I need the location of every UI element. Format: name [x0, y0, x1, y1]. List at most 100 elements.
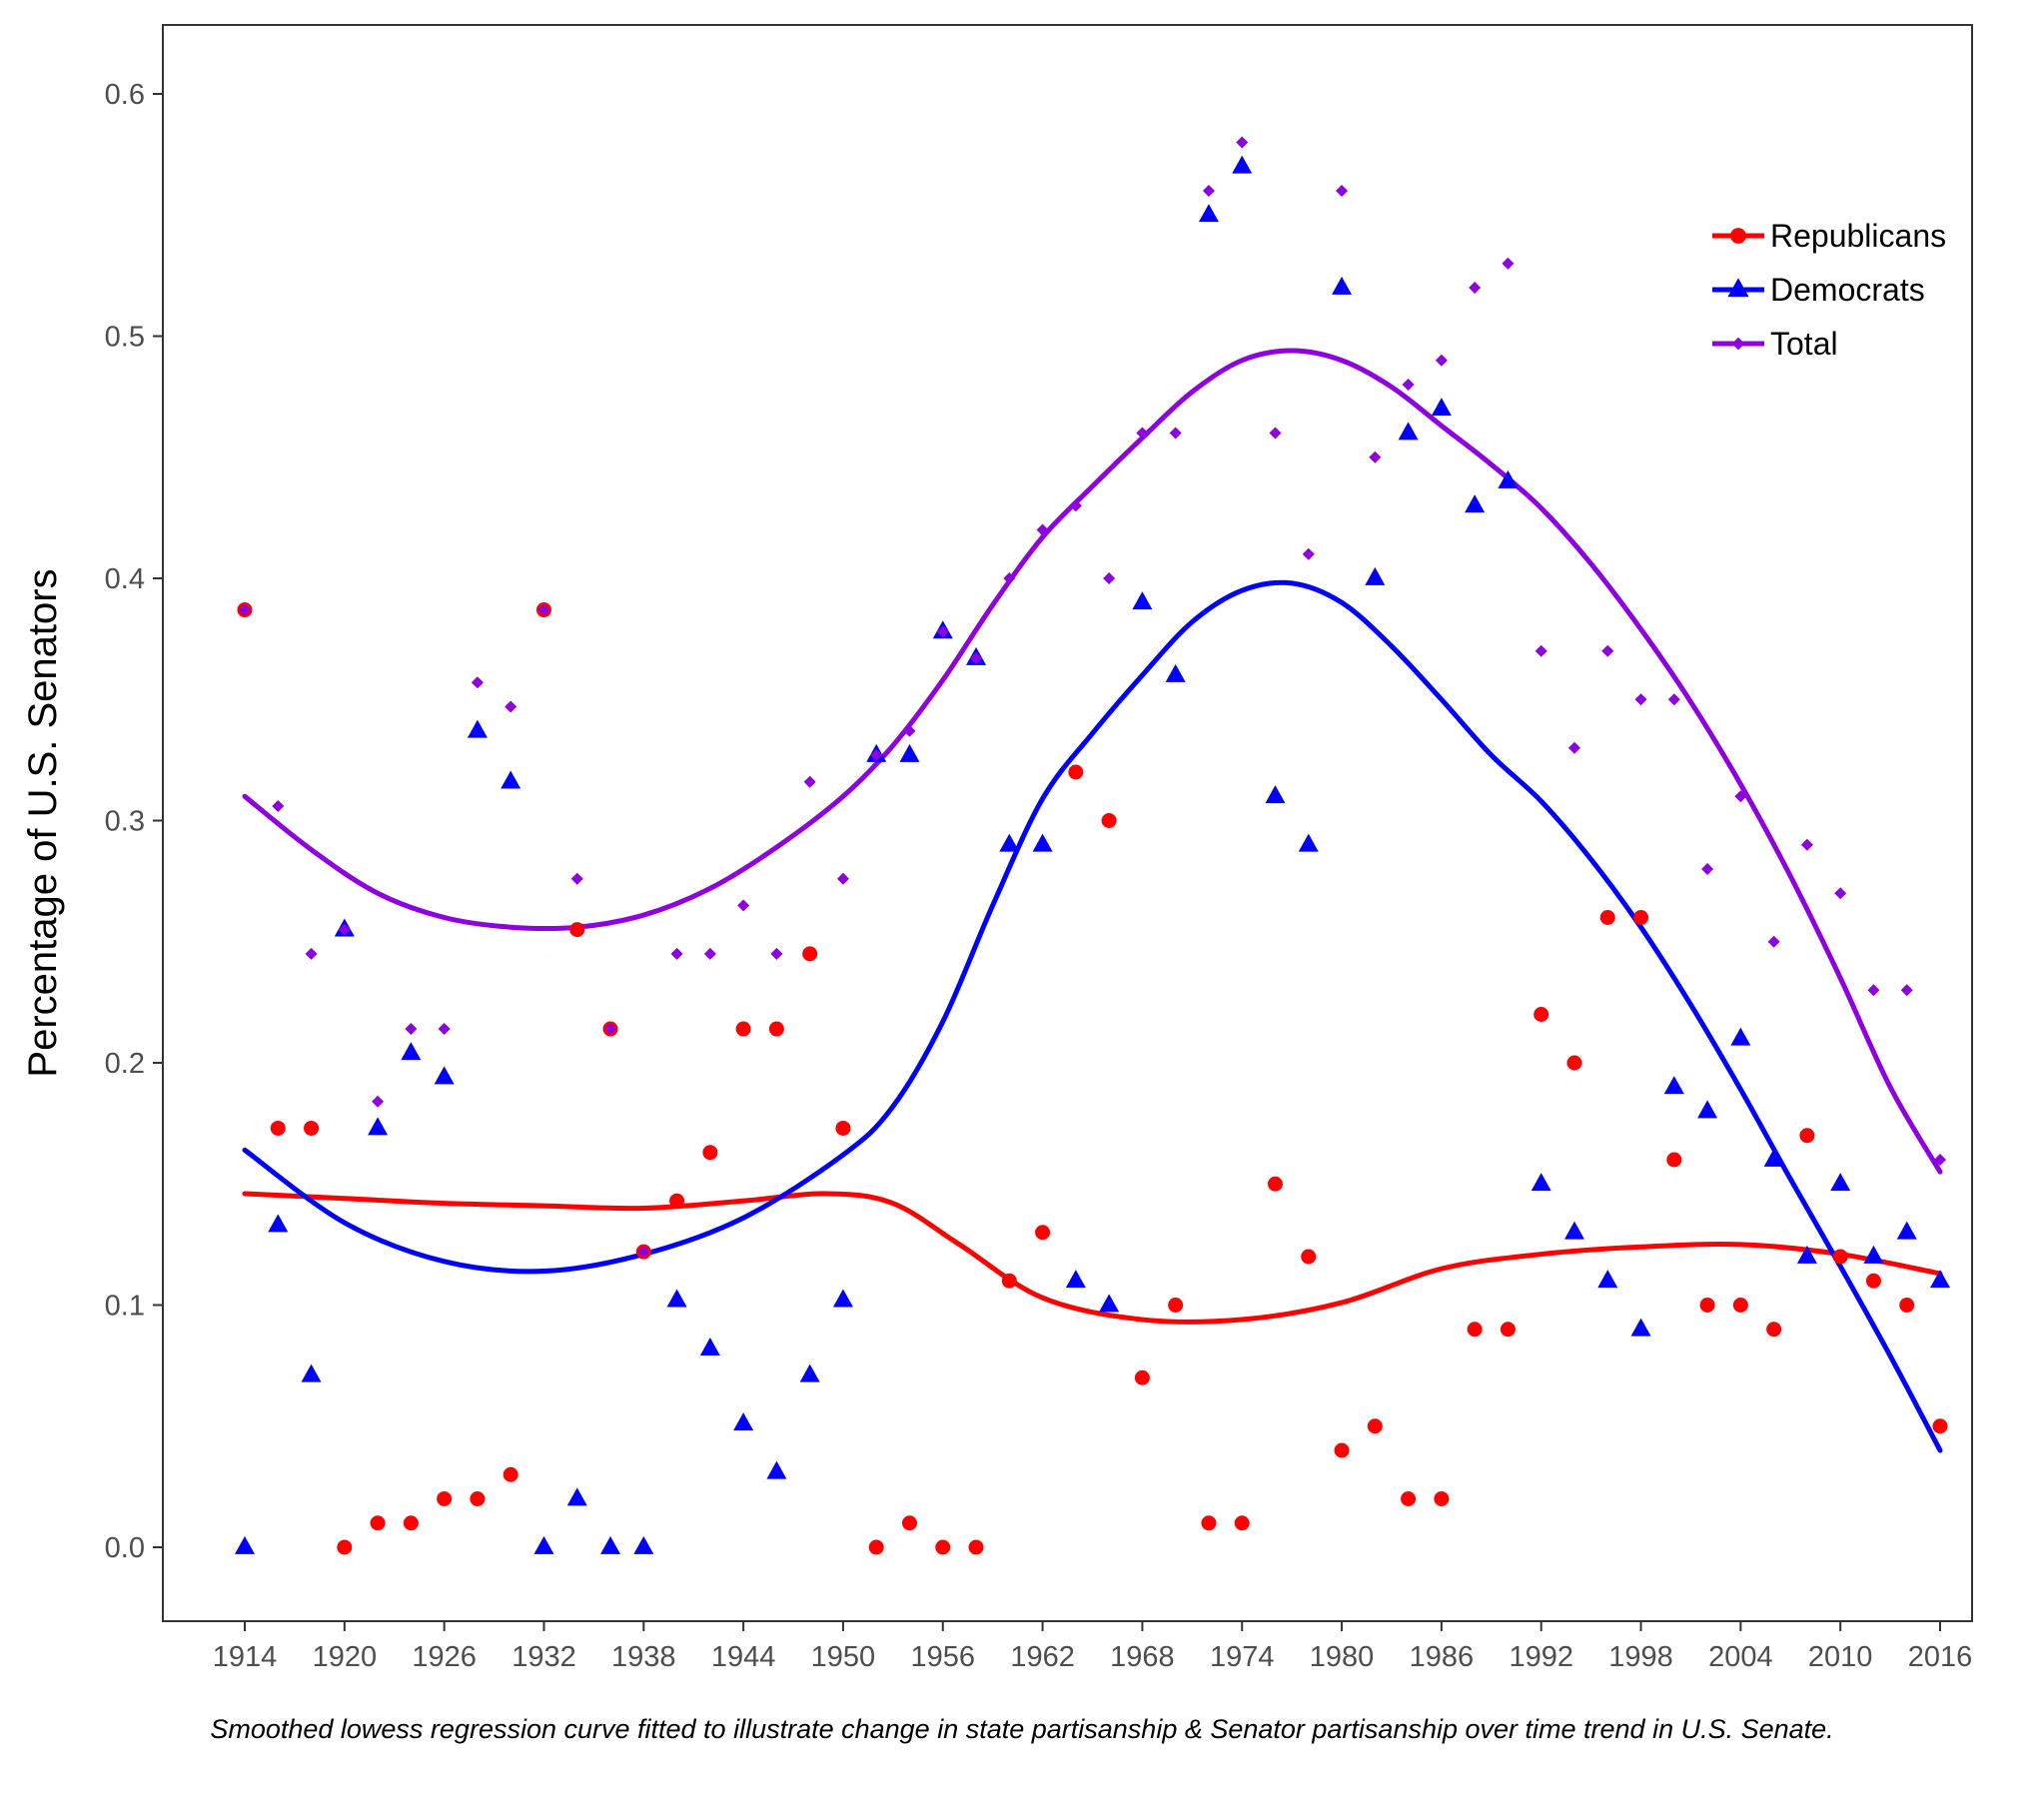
total-point: [1502, 257, 1515, 270]
total-point: [1834, 887, 1847, 900]
democrats-point: [533, 1535, 554, 1554]
republicans-point: [304, 1120, 320, 1136]
plot-panel: [162, 24, 1973, 1622]
republicans-point: [768, 1021, 784, 1037]
total-point: [372, 1095, 385, 1108]
democrats-point: [600, 1535, 621, 1554]
republicans-point: [569, 922, 585, 938]
total-point: [936, 625, 949, 638]
total-point: [1534, 644, 1547, 657]
total-point: [670, 947, 683, 960]
democrats-point: [699, 1337, 720, 1355]
republicans-point: [1301, 1249, 1317, 1265]
democrats-point: [401, 1042, 422, 1061]
republicans-point: [1434, 1491, 1450, 1506]
y-tick-label: 0.6: [105, 79, 145, 111]
republicans-point: [868, 1539, 884, 1555]
democrats-point: [799, 1363, 820, 1382]
democrats-point: [1099, 1294, 1120, 1313]
republicans-point: [270, 1120, 286, 1136]
republicans-point: [802, 946, 818, 962]
democrats-point: [832, 1289, 853, 1308]
total-point: [770, 947, 783, 960]
republicans-point: [1799, 1128, 1815, 1144]
figure-caption: Smoothed lowess regression curve fitted …: [210, 1714, 1834, 1744]
y-tick-label: 0.4: [105, 563, 145, 595]
republicans-point: [1633, 910, 1649, 925]
total-point: [1003, 572, 1016, 584]
republicans-point: [1367, 1418, 1383, 1434]
total-point: [471, 676, 484, 689]
x-tick-label: 2010: [1808, 1641, 1873, 1673]
republicans-point: [1268, 1176, 1284, 1192]
republicans-point: [1201, 1515, 1217, 1531]
democrats-point: [301, 1363, 322, 1382]
democrats-point: [1697, 1100, 1718, 1119]
democrats-point: [1763, 1148, 1784, 1167]
total-point: [1136, 427, 1149, 440]
republicans-point: [1832, 1249, 1848, 1265]
y-tick-label: 0.0: [105, 1532, 145, 1564]
y-tick-label: 0.5: [105, 322, 145, 354]
x-tick-label: 1968: [1110, 1641, 1175, 1673]
republicans-point: [1932, 1418, 1948, 1434]
x-tick-label: 1992: [1509, 1641, 1573, 1673]
republicans-point: [1699, 1298, 1715, 1313]
total-point: [1767, 935, 1780, 948]
democrats-smooth-curve: [242, 579, 1943, 1453]
total-point: [1236, 136, 1249, 149]
republicans-point: [669, 1193, 685, 1209]
x-tick-label: 2016: [1908, 1641, 1973, 1673]
democrats-point: [1630, 1318, 1651, 1337]
democrats-point: [766, 1460, 787, 1479]
democrats-point: [1198, 204, 1219, 223]
total-point: [1867, 984, 1880, 997]
legend-item-republicans: Republicans: [1712, 218, 1946, 254]
total-point: [1336, 185, 1349, 197]
total-point: [1469, 282, 1482, 294]
republicans-point: [1566, 1055, 1582, 1071]
democrats-point: [1398, 422, 1419, 441]
democrats-point: [434, 1066, 455, 1085]
republicans-point: [337, 1539, 353, 1555]
democrats-point: [1896, 1221, 1917, 1240]
democrats-point: [1863, 1245, 1884, 1264]
x-tick-label: 1920: [313, 1641, 378, 1673]
republicans-point: [1168, 1298, 1184, 1313]
x-tick-label: 1932: [511, 1641, 576, 1673]
republicans-point: [1533, 1007, 1549, 1022]
democrats-point: [1298, 833, 1319, 852]
republicans-point: [503, 1466, 518, 1482]
x-tick-label: 2004: [1708, 1641, 1773, 1673]
democrats-point: [733, 1412, 754, 1431]
democrats-point: [1431, 398, 1452, 417]
total-point: [1103, 572, 1116, 584]
legend-key-marker: [1727, 278, 1749, 298]
y-tick-label: 0.3: [105, 806, 145, 838]
legend-label: Republicans: [1770, 218, 1946, 254]
y-axis: 0.0 0.1 0.2 0.3 0.4 0.5 0.6: [105, 79, 163, 1564]
democrats-point: [1730, 1027, 1751, 1046]
total-point: [703, 947, 716, 960]
x-tick-label: 1956: [911, 1641, 976, 1673]
democrats-point: [1930, 1270, 1950, 1289]
republicans-point: [901, 1515, 917, 1531]
total-point: [1069, 499, 1082, 512]
legend-label: Total: [1770, 326, 1838, 362]
y-tick-label: 0.2: [105, 1048, 145, 1080]
x-axis: 1914 1920 1926 1932 1938 1944 1950 1956 1962 1968…: [213, 1621, 1973, 1673]
total-point: [338, 923, 351, 936]
legend: Republicans Democrats Total: [1712, 218, 1946, 362]
republicans-point: [1766, 1322, 1782, 1338]
republicans-point: [1068, 764, 1084, 780]
total-point: [604, 1023, 617, 1036]
total-point: [1567, 741, 1580, 754]
total-point: [305, 947, 318, 960]
total-point: [637, 1246, 650, 1259]
x-tick-label: 1950: [811, 1641, 876, 1673]
democrats-point: [1663, 1076, 1684, 1095]
democrats-point: [899, 743, 920, 762]
democrats-point: [1830, 1173, 1851, 1192]
legend-item-total: Total: [1712, 326, 1838, 362]
x-tick-label: 1944: [711, 1641, 776, 1673]
